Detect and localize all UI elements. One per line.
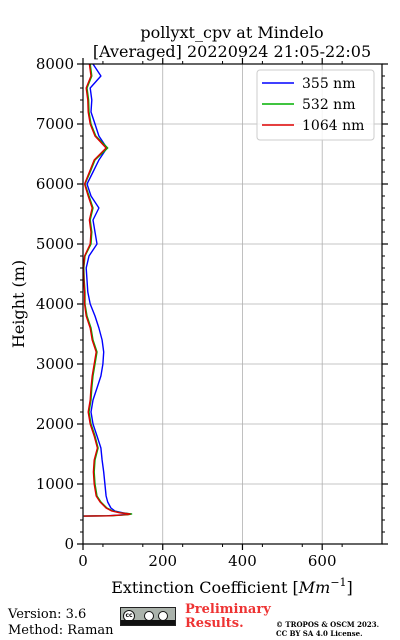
x-tick-labels: 0 200 400 600 [78,552,336,570]
legend-label-0: 355 nm [302,76,355,92]
cc-license-badge: cc [120,607,176,626]
legend-label-1: 532 nm [302,97,355,113]
preliminary-results-note: Preliminary Results. [185,603,271,631]
x-tick-label-2: 400 [228,552,257,570]
y-tick-label-6: 6000 [36,175,74,193]
series-line-2 [83,64,131,517]
series-layer [83,64,133,517]
axis-ticks [77,58,388,550]
copyright-line-2: CC BY SA 4.0 License. [276,629,363,638]
legend-box [256,69,375,141]
series-line-1 [83,64,133,517]
y-tick-label-4: 4000 [36,295,74,313]
y-axis-label: Height (m) [9,260,28,348]
y-tick-label-2: 2000 [36,415,74,433]
x-axis-label: Extinction Coefficient [Mm−1] [111,576,353,597]
legend: 355 nm 532 nm 1064 nm [256,69,375,141]
y-tick-label-0: 0 [64,535,74,553]
copyright-line-1: © TROPOS & OSCM 2023. [276,620,380,629]
version-text: Version: 3.6 [8,607,87,622]
x-axis-label-suffix: ] [347,578,353,597]
series-line-0 [83,64,132,517]
y-tick-label-8: 8000 [36,55,74,73]
chart-title-line-2: [Averaged] 20220924 21:05-22:05 [93,42,371,61]
x-tick-label-3: 600 [308,552,337,570]
x-axis-label-unit: Mm [298,578,331,597]
preliminary-line-1: Preliminary [185,602,271,617]
y-tick-label-3: 3000 [36,355,74,373]
y-tick-label-1: 1000 [36,475,74,493]
y-tick-label-7: 7000 [36,115,74,133]
x-axis-label-exponent: −1 [330,576,346,589]
legend-label-2: 1064 nm [302,118,364,134]
x-tick-label-1: 200 [148,552,177,570]
chart-title-line-1: pollyxt_cpv at Mindelo [140,23,323,42]
method-text: Method: Raman [8,623,114,638]
cc-badge-strip [121,620,175,625]
preliminary-line-2: Results. [185,616,244,631]
copyright-note: © TROPOS & OSCM 2023. CC BY SA 4.0 Licen… [276,620,379,638]
y-tick-labels: 0 1000 2000 3000 4000 5000 6000 7000 8000 [36,55,74,553]
x-tick-label-0: 0 [78,552,88,570]
y-tick-label-5: 5000 [36,235,74,253]
x-axis-label-prefix: Extinction Coefficient [ [111,578,299,597]
